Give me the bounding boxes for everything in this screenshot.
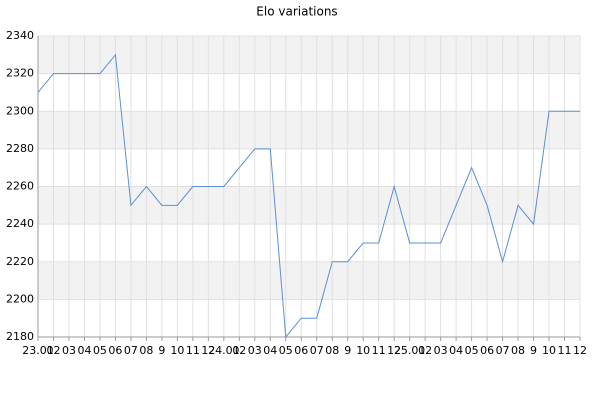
- x-tick-label: 08: [325, 344, 339, 357]
- y-tick-label: 2240: [6, 217, 34, 230]
- x-tick-label: 11: [372, 344, 386, 357]
- x-tick-label: 9: [158, 344, 165, 357]
- x-tick-label: 10: [356, 344, 370, 357]
- x-tick-label: 06: [480, 344, 494, 357]
- chart-title: Elo variations: [256, 5, 337, 19]
- y-tick-label: 2260: [6, 180, 34, 193]
- x-tick-label: 04: [263, 344, 277, 357]
- x-tick-label: 12: [387, 344, 401, 357]
- grid-band: [38, 36, 580, 74]
- grid-band: [38, 186, 580, 225]
- x-tick-label: 03: [248, 344, 262, 357]
- x-tick-label: 07: [310, 344, 324, 357]
- x-tick-label: 06: [294, 344, 308, 357]
- x-tick-label: 08: [511, 344, 525, 357]
- grid-band: [38, 111, 580, 149]
- x-tick-label: 06: [108, 344, 122, 357]
- x-tick-label: 03: [434, 344, 448, 357]
- x-tick-label: 05: [93, 344, 107, 357]
- x-tick-label: 07: [124, 344, 138, 357]
- x-tick-label: 10: [170, 344, 184, 357]
- x-tick-label: 04: [77, 344, 91, 357]
- x-tick-label: 23.01: [22, 344, 54, 357]
- x-tick-label: 07: [496, 344, 510, 357]
- y-tick-label: 2300: [6, 104, 34, 117]
- x-tick-label: 02: [46, 344, 60, 357]
- x-tick-label: 10: [542, 344, 556, 357]
- grid-band: [38, 261, 580, 300]
- x-tick-label: 02: [418, 344, 432, 357]
- x-tick-label: 25.01: [394, 344, 426, 357]
- x-tick-label: 08: [139, 344, 153, 357]
- x-tick-label: 24.01: [208, 344, 240, 357]
- x-tick-label: 05: [465, 344, 479, 357]
- line: [37, 53, 580, 339]
- x-tick-label: 03: [62, 344, 76, 357]
- y-tick-label: 2340: [6, 29, 34, 42]
- x-tick-label: 02: [232, 344, 246, 357]
- y-tick-label: 2180: [6, 330, 34, 343]
- y-tick-label: 2320: [6, 67, 34, 80]
- y-tick-label: 2220: [6, 255, 34, 268]
- x-tick-label: 04: [449, 344, 463, 357]
- x-tick-label: 12: [201, 344, 215, 357]
- x-tick-label: 11: [186, 344, 200, 357]
- x-tick-label: 11: [558, 344, 572, 357]
- y-tick-label: 2280: [6, 142, 34, 155]
- x-tick-label: 9: [344, 344, 351, 357]
- x-tick-label: 12: [573, 344, 587, 357]
- y-tick-label: 2200: [6, 292, 34, 305]
- x-tick-label: 05: [279, 344, 293, 357]
- x-tick-label: 9: [530, 344, 537, 357]
